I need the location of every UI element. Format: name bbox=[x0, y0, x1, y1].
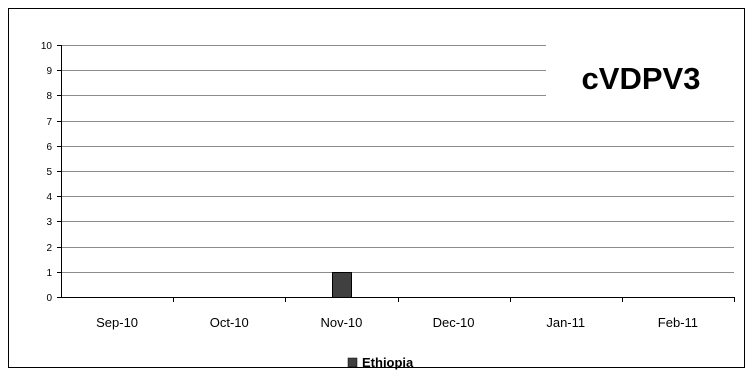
legend-swatch-ethiopia bbox=[347, 357, 358, 368]
x-tick-label-sep-10: Sep-10 bbox=[96, 315, 138, 330]
x-tick-label-jan-11: Jan-11 bbox=[546, 315, 585, 330]
x-tick-label-feb-11: Feb-11 bbox=[658, 315, 698, 330]
y-tick-label-7: 7 bbox=[46, 117, 52, 128]
title-background bbox=[546, 42, 734, 100]
bars bbox=[332, 272, 352, 298]
y-tick-label-8: 8 bbox=[46, 91, 52, 102]
y-tick-label-2: 2 bbox=[46, 243, 52, 254]
y-tick-labels: 0 1 2 3 4 5 6 7 8 9 10 bbox=[41, 41, 53, 304]
title-group: cVDPV3 bbox=[546, 42, 734, 100]
gridlines bbox=[61, 45, 734, 273]
x-tick-label-nov-10: Nov-10 bbox=[320, 315, 362, 330]
x-tick-label-dec-10: Dec-10 bbox=[433, 315, 475, 330]
chart-title: cVDPV3 bbox=[582, 61, 701, 96]
y-tick-label-9: 9 bbox=[46, 66, 52, 77]
y-tick-label-5: 5 bbox=[46, 167, 52, 178]
y-tick-label-10: 10 bbox=[41, 41, 53, 52]
legend: Ethiopia bbox=[347, 355, 414, 370]
y-tick-label-3: 3 bbox=[46, 217, 52, 228]
y-tick-label-1: 1 bbox=[46, 268, 52, 279]
legend-label-ethiopia: Ethiopia bbox=[362, 355, 414, 370]
y-tick-label-4: 4 bbox=[46, 192, 52, 203]
x-tick-labels: Sep-10 Oct-10 Nov-10 Dec-10 Jan-11 Feb-11 bbox=[96, 315, 698, 330]
x-tick-label-oct-10: Oct-10 bbox=[210, 315, 249, 330]
axes bbox=[57, 45, 735, 302]
y-tick-label-6: 6 bbox=[46, 142, 52, 153]
y-tick-label-0: 0 bbox=[46, 293, 52, 304]
bar-ethiopia-nov-10 bbox=[332, 272, 352, 298]
